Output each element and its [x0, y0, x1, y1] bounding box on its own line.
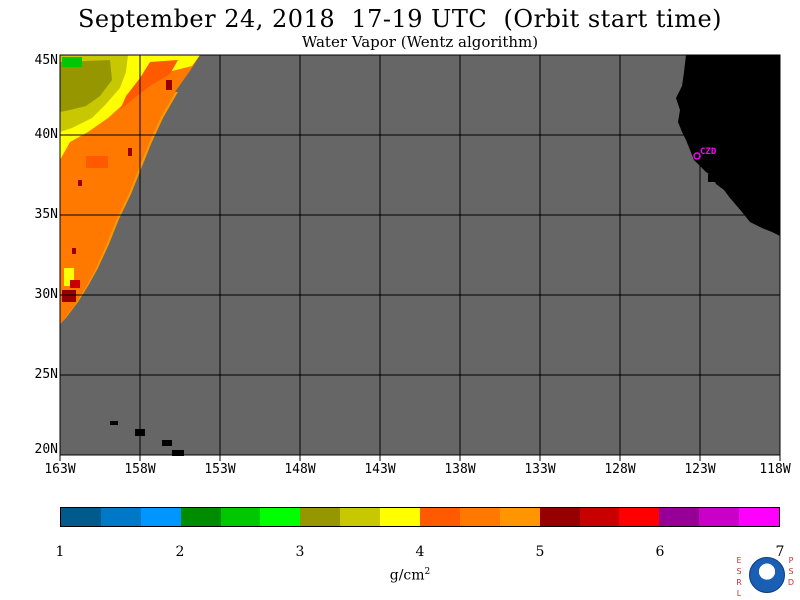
lat-label: 25N [34, 367, 58, 382]
colorbar-swatch [300, 508, 341, 526]
colorbar-tick-label: 3 [295, 544, 305, 560]
colorbar-swatch [100, 508, 141, 526]
colorbar-swatch [140, 508, 181, 526]
swath-green-patch [62, 57, 82, 67]
colorbar-swatch [61, 508, 101, 526]
colorbar-tick-label: 2 [175, 544, 185, 560]
colorbar-tick-label: 1 [55, 544, 65, 560]
lon-label: 138W [444, 462, 476, 477]
lon-label: 163W [44, 462, 76, 477]
lon-label: 148W [284, 462, 316, 477]
island-kauai [110, 421, 118, 425]
page-subtitle: Water Vapor (Wentz algorithm) [301, 33, 539, 51]
colorbar-swatch [420, 508, 460, 526]
units-text: g/cm [389, 567, 425, 584]
swath-yellow-patch [64, 268, 74, 286]
colorbar-swatch [739, 508, 780, 526]
colorbar-swatch [699, 508, 740, 526]
lon-label: 158W [124, 462, 156, 477]
lon-label: 118W [759, 462, 791, 477]
swath-dark-red-patch-1 [62, 290, 76, 302]
ocean-no-data-area [60, 55, 780, 455]
swath-dark-red-pixel-4 [72, 248, 76, 254]
colorbar-tick-label: 7 [775, 544, 785, 560]
colorbar-swatch [459, 508, 500, 526]
land-west-coast [676, 55, 780, 236]
colorbar-swatch [340, 508, 381, 526]
colorbar-tick-label: 4 [415, 544, 425, 560]
land-patch [708, 174, 718, 182]
colorbar-swatch [659, 508, 700, 526]
colorbar-swatch [619, 508, 660, 526]
lat-label: 30N [34, 287, 58, 302]
lon-label: 143W [364, 462, 396, 477]
swath-dark-red-patch-2 [70, 280, 80, 288]
lat-label: 35N [34, 207, 58, 222]
lat-label: 45N [34, 53, 58, 68]
lat-label: 40N [34, 127, 58, 142]
lon-label: 133W [524, 462, 556, 477]
swath-dark-olive-patch [60, 60, 112, 112]
lon-label: 153W [204, 462, 236, 477]
map-frame [59, 54, 781, 456]
lon-label: 128W [604, 462, 636, 477]
noaa-emblem-icon [749, 557, 785, 593]
colorbar-tick-label: 6 [655, 544, 665, 560]
colorbar-swatch [579, 508, 620, 526]
lat-label: 20N [34, 442, 58, 457]
swath-dark-red-pixel-1 [166, 80, 172, 90]
units-exponent: 2 [424, 567, 431, 577]
swath-red-orange-patch [86, 156, 108, 168]
colorbar-swatch [380, 508, 421, 526]
lon-label: 123W [684, 462, 716, 477]
colorbar-swatch [260, 508, 301, 526]
map-gridlines [60, 55, 780, 455]
colorbar-swatch [220, 508, 261, 526]
island-maui [162, 440, 172, 446]
site-label: CZD [700, 147, 717, 157]
island-hawaii [172, 450, 184, 456]
swath-dark-orange-band [120, 60, 178, 110]
colorbar [60, 507, 780, 527]
colorbar-tick-label: 5 [535, 544, 545, 560]
swath-dark-red-pixel-2 [128, 148, 132, 156]
page-title: September 24, 2018 17-19 UTC (Orbit star… [77, 5, 723, 33]
colorbar-swatch [499, 508, 540, 526]
colorbar-swatch [539, 508, 580, 526]
colorbar-units: g/cm2 [380, 564, 440, 584]
colorbar-swatch [180, 508, 221, 526]
axis-ticks [59, 455, 781, 461]
site-marker-czd [693, 152, 701, 160]
water-vapor-swath [60, 55, 200, 325]
swath-dark-red-pixel-3 [78, 180, 82, 186]
